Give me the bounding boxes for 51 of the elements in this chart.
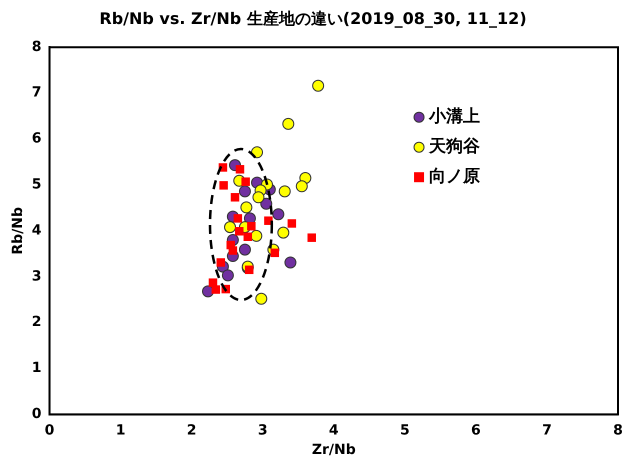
legend-label: 向ノ原 — [429, 166, 480, 187]
point — [252, 191, 264, 204]
x-tick-label: 0 — [44, 422, 55, 438]
point — [284, 256, 296, 268]
point — [222, 269, 234, 282]
point — [277, 226, 290, 239]
point — [235, 227, 244, 236]
chart-title: Rb/Nb vs. Zr/Nb 生産地の違い(2019_08_30, 11_12) — [99, 8, 527, 28]
x-tick-label: 3 — [258, 422, 268, 438]
x-tick-label: 8 — [613, 422, 623, 438]
point — [241, 177, 250, 186]
point — [219, 181, 228, 190]
legend-label: 天狗谷 — [428, 136, 482, 157]
x-axis-title: Zr/Nb — [312, 442, 356, 458]
y-tick-label: 1 — [32, 360, 42, 376]
point — [255, 292, 268, 305]
point — [282, 118, 294, 130]
x-tick-label: 6 — [471, 422, 481, 438]
y-tick-label: 0 — [32, 406, 42, 422]
point — [228, 246, 238, 255]
point — [278, 185, 291, 198]
point — [234, 214, 242, 223]
point — [238, 185, 251, 198]
x-tick-label: 2 — [186, 422, 197, 438]
point — [308, 233, 316, 242]
y-tick-label: 8 — [32, 38, 42, 55]
y-tick-label: 7 — [32, 84, 42, 101]
point — [240, 201, 252, 214]
legend-label: 小溝上 — [428, 106, 480, 127]
y-tick-label: 6 — [32, 130, 42, 147]
point — [288, 219, 296, 228]
point — [230, 193, 240, 202]
point — [272, 208, 284, 220]
point — [236, 165, 244, 174]
point — [238, 244, 251, 256]
y-tick-label: 3 — [32, 268, 42, 284]
x-tick-label: 1 — [116, 422, 126, 438]
y-tick-label: 5 — [32, 176, 42, 193]
y-tick-label: 4 — [32, 222, 42, 238]
point — [312, 80, 324, 92]
y-axis-title: Rb/Nb — [10, 206, 26, 255]
x-tick-label: 7 — [542, 422, 552, 438]
point — [247, 222, 256, 230]
x-tick-label: 5 — [400, 422, 410, 438]
point — [244, 232, 252, 242]
point — [250, 230, 262, 242]
point — [296, 180, 308, 192]
point — [212, 285, 220, 294]
point — [224, 221, 236, 234]
x-tick-label: 4 — [328, 422, 339, 438]
y-tick-label: 2 — [32, 314, 42, 330]
